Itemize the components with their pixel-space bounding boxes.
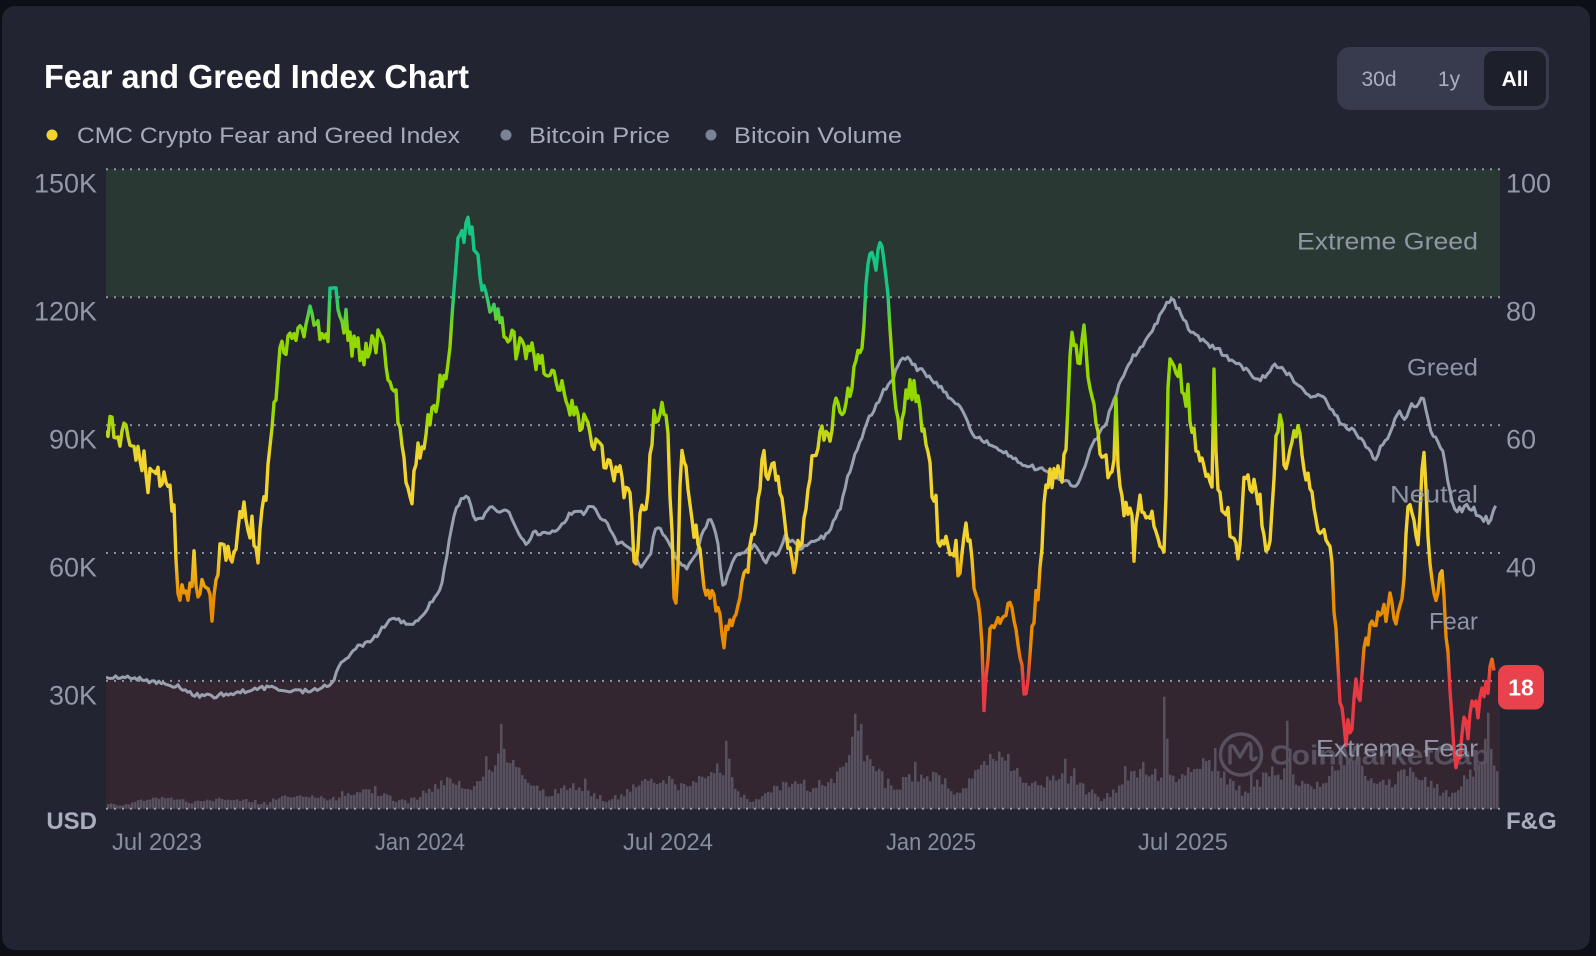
svg-text:60: 60 (1506, 425, 1536, 455)
svg-text:CMC Crypto Fear and Greed Inde: CMC Crypto Fear and Greed Index (77, 123, 460, 148)
svg-text:USD: USD (46, 808, 97, 835)
svg-text:Fear and Greed Index Chart: Fear and Greed Index Chart (44, 58, 469, 95)
svg-text:120K: 120K (34, 297, 97, 327)
svg-text:150K: 150K (34, 169, 97, 199)
svg-text:Neutral: Neutral (1390, 482, 1478, 509)
svg-text:Bitcoin Volume: Bitcoin Volume (734, 123, 902, 148)
svg-text:Extreme Greed: Extreme Greed (1297, 229, 1478, 256)
svg-text:1y: 1y (1438, 68, 1461, 91)
svg-text:F&G: F&G (1506, 808, 1557, 835)
svg-text:Jul 2025: Jul 2025 (1138, 829, 1228, 856)
svg-text:90K: 90K (49, 425, 97, 455)
svg-text:40: 40 (1506, 553, 1536, 583)
svg-text:30d: 30d (1361, 68, 1396, 91)
svg-text:Extreme Fear: Extreme Fear (1316, 736, 1478, 763)
svg-text:Jul 2024: Jul 2024 (623, 829, 713, 856)
svg-text:Fear: Fear (1429, 609, 1478, 636)
svg-text:60K: 60K (49, 553, 97, 583)
svg-text:Greed: Greed (1407, 355, 1478, 382)
svg-text:Bitcoin Price: Bitcoin Price (529, 123, 670, 148)
svg-text:All: All (1502, 68, 1529, 91)
svg-text:30K: 30K (49, 681, 97, 711)
svg-text:80: 80 (1506, 297, 1536, 327)
svg-text:18: 18 (1508, 675, 1534, 701)
svg-text:100: 100 (1506, 169, 1551, 199)
svg-text:Jul 2023: Jul 2023 (112, 829, 202, 856)
svg-text:Jan 2025: Jan 2025 (886, 829, 976, 856)
svg-text:Jan 2024: Jan 2024 (375, 829, 465, 856)
